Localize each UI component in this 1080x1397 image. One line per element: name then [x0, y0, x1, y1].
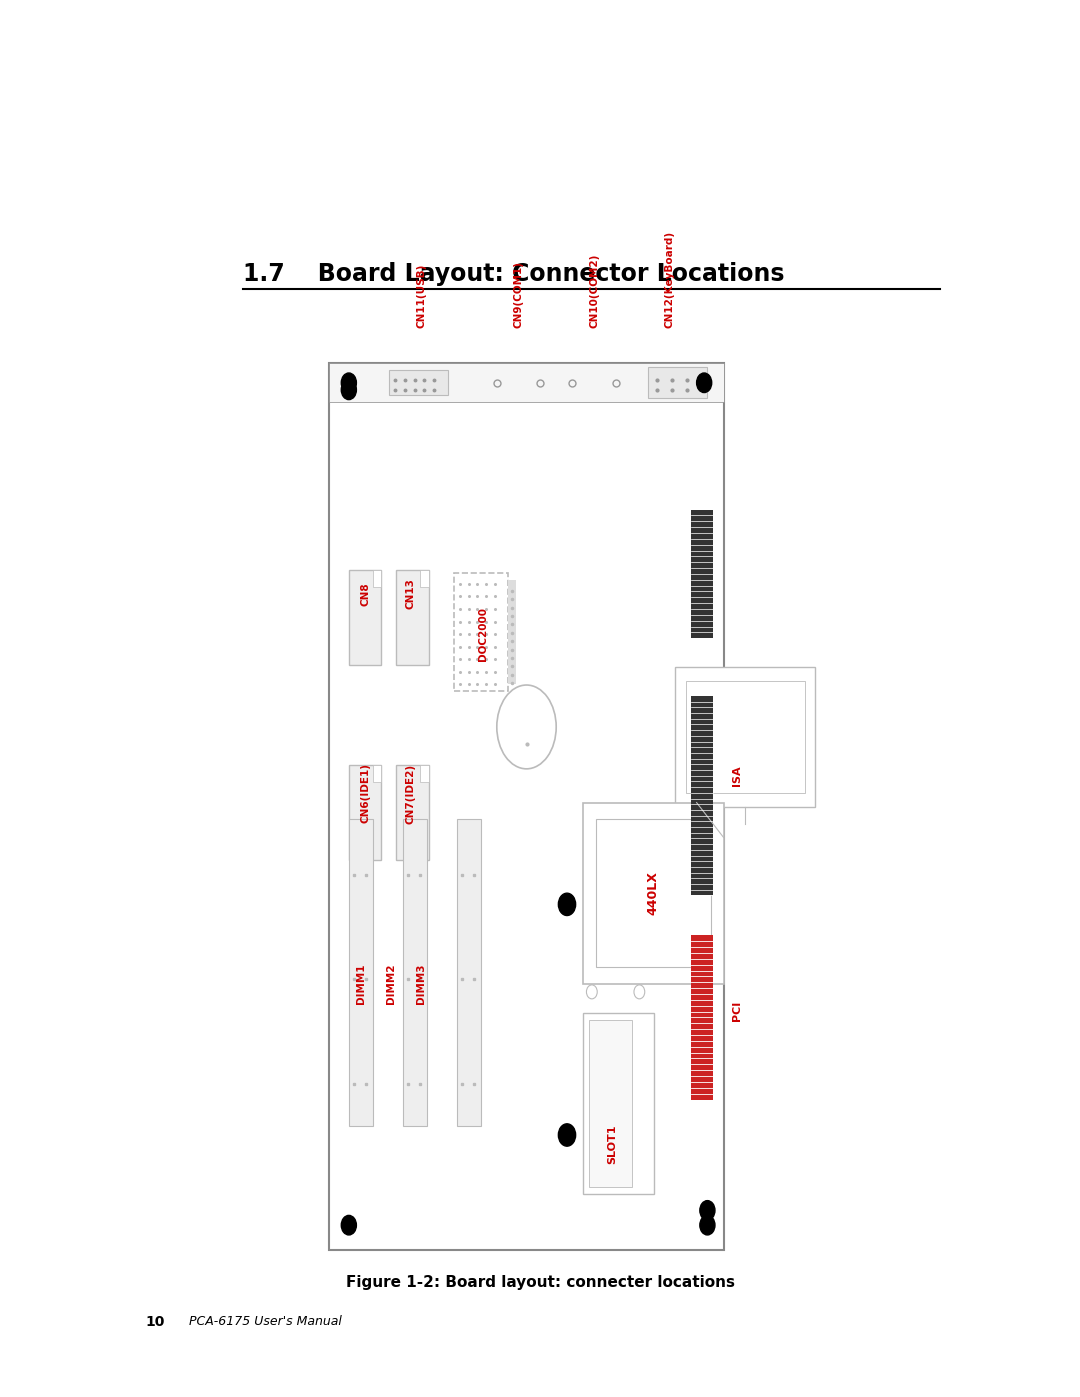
Circle shape [341, 380, 356, 400]
Text: DIMM2: DIMM2 [386, 964, 396, 1004]
Bar [691, 510, 713, 638]
Bar [691, 696, 713, 895]
Bar [457, 819, 481, 1126]
Text: PCA-6175 User's Manual: PCA-6175 User's Manual [189, 1315, 342, 1329]
Bar [583, 1013, 654, 1194]
Text: 1.7    Board Layout: Connector Locations: 1.7 Board Layout: Connector Locations [243, 263, 784, 286]
Bar [686, 682, 805, 793]
Bar [373, 570, 381, 587]
Text: CN11(USB): CN11(USB) [416, 264, 427, 328]
Text: ISA: ISA [731, 766, 742, 787]
Circle shape [558, 893, 576, 915]
Text: SLOT1: SLOT1 [607, 1125, 618, 1164]
Bar [396, 766, 429, 861]
Text: CN12(KeyBoard): CN12(KeyBoard) [664, 231, 675, 328]
Text: 440LX: 440LX [647, 872, 660, 915]
Ellipse shape [497, 685, 556, 768]
Text: DIMM1: DIMM1 [355, 964, 366, 1004]
Text: 10: 10 [146, 1315, 165, 1329]
Text: Figure 1-2: Board layout: connecter locations: Figure 1-2: Board layout: connecter loca… [346, 1275, 734, 1289]
Bar [349, 819, 373, 1126]
Text: CN13: CN13 [405, 578, 416, 609]
Bar [329, 363, 724, 1250]
Bar [349, 766, 381, 861]
Bar [589, 1020, 632, 1187]
Bar [508, 580, 516, 685]
Circle shape [700, 1200, 715, 1220]
Text: DIMM3: DIMM3 [416, 964, 427, 1004]
Bar [691, 936, 713, 1099]
Circle shape [697, 373, 712, 393]
Bar [389, 370, 448, 395]
Circle shape [558, 1123, 576, 1146]
Bar [596, 819, 711, 967]
Bar [396, 570, 429, 665]
Text: PCI: PCI [731, 1000, 742, 1021]
Bar [420, 570, 429, 587]
Bar [349, 570, 381, 665]
Bar [403, 819, 427, 1126]
Text: CN10(COM2): CN10(COM2) [589, 254, 599, 328]
Bar [583, 802, 724, 983]
Text: CN6(IDE1): CN6(IDE1) [360, 764, 370, 823]
Text: CN9(COM1): CN9(COM1) [513, 261, 524, 328]
Circle shape [341, 1215, 356, 1235]
Circle shape [341, 373, 356, 393]
Bar [454, 573, 508, 692]
Bar [648, 367, 707, 398]
Text: DOC2000: DOC2000 [477, 606, 488, 661]
Text: CN7(IDE2): CN7(IDE2) [405, 763, 416, 823]
Circle shape [700, 1215, 715, 1235]
Text: CN8: CN8 [360, 583, 370, 606]
Bar [329, 363, 724, 402]
Bar [420, 766, 429, 782]
Bar [675, 668, 815, 807]
Bar [373, 766, 381, 782]
